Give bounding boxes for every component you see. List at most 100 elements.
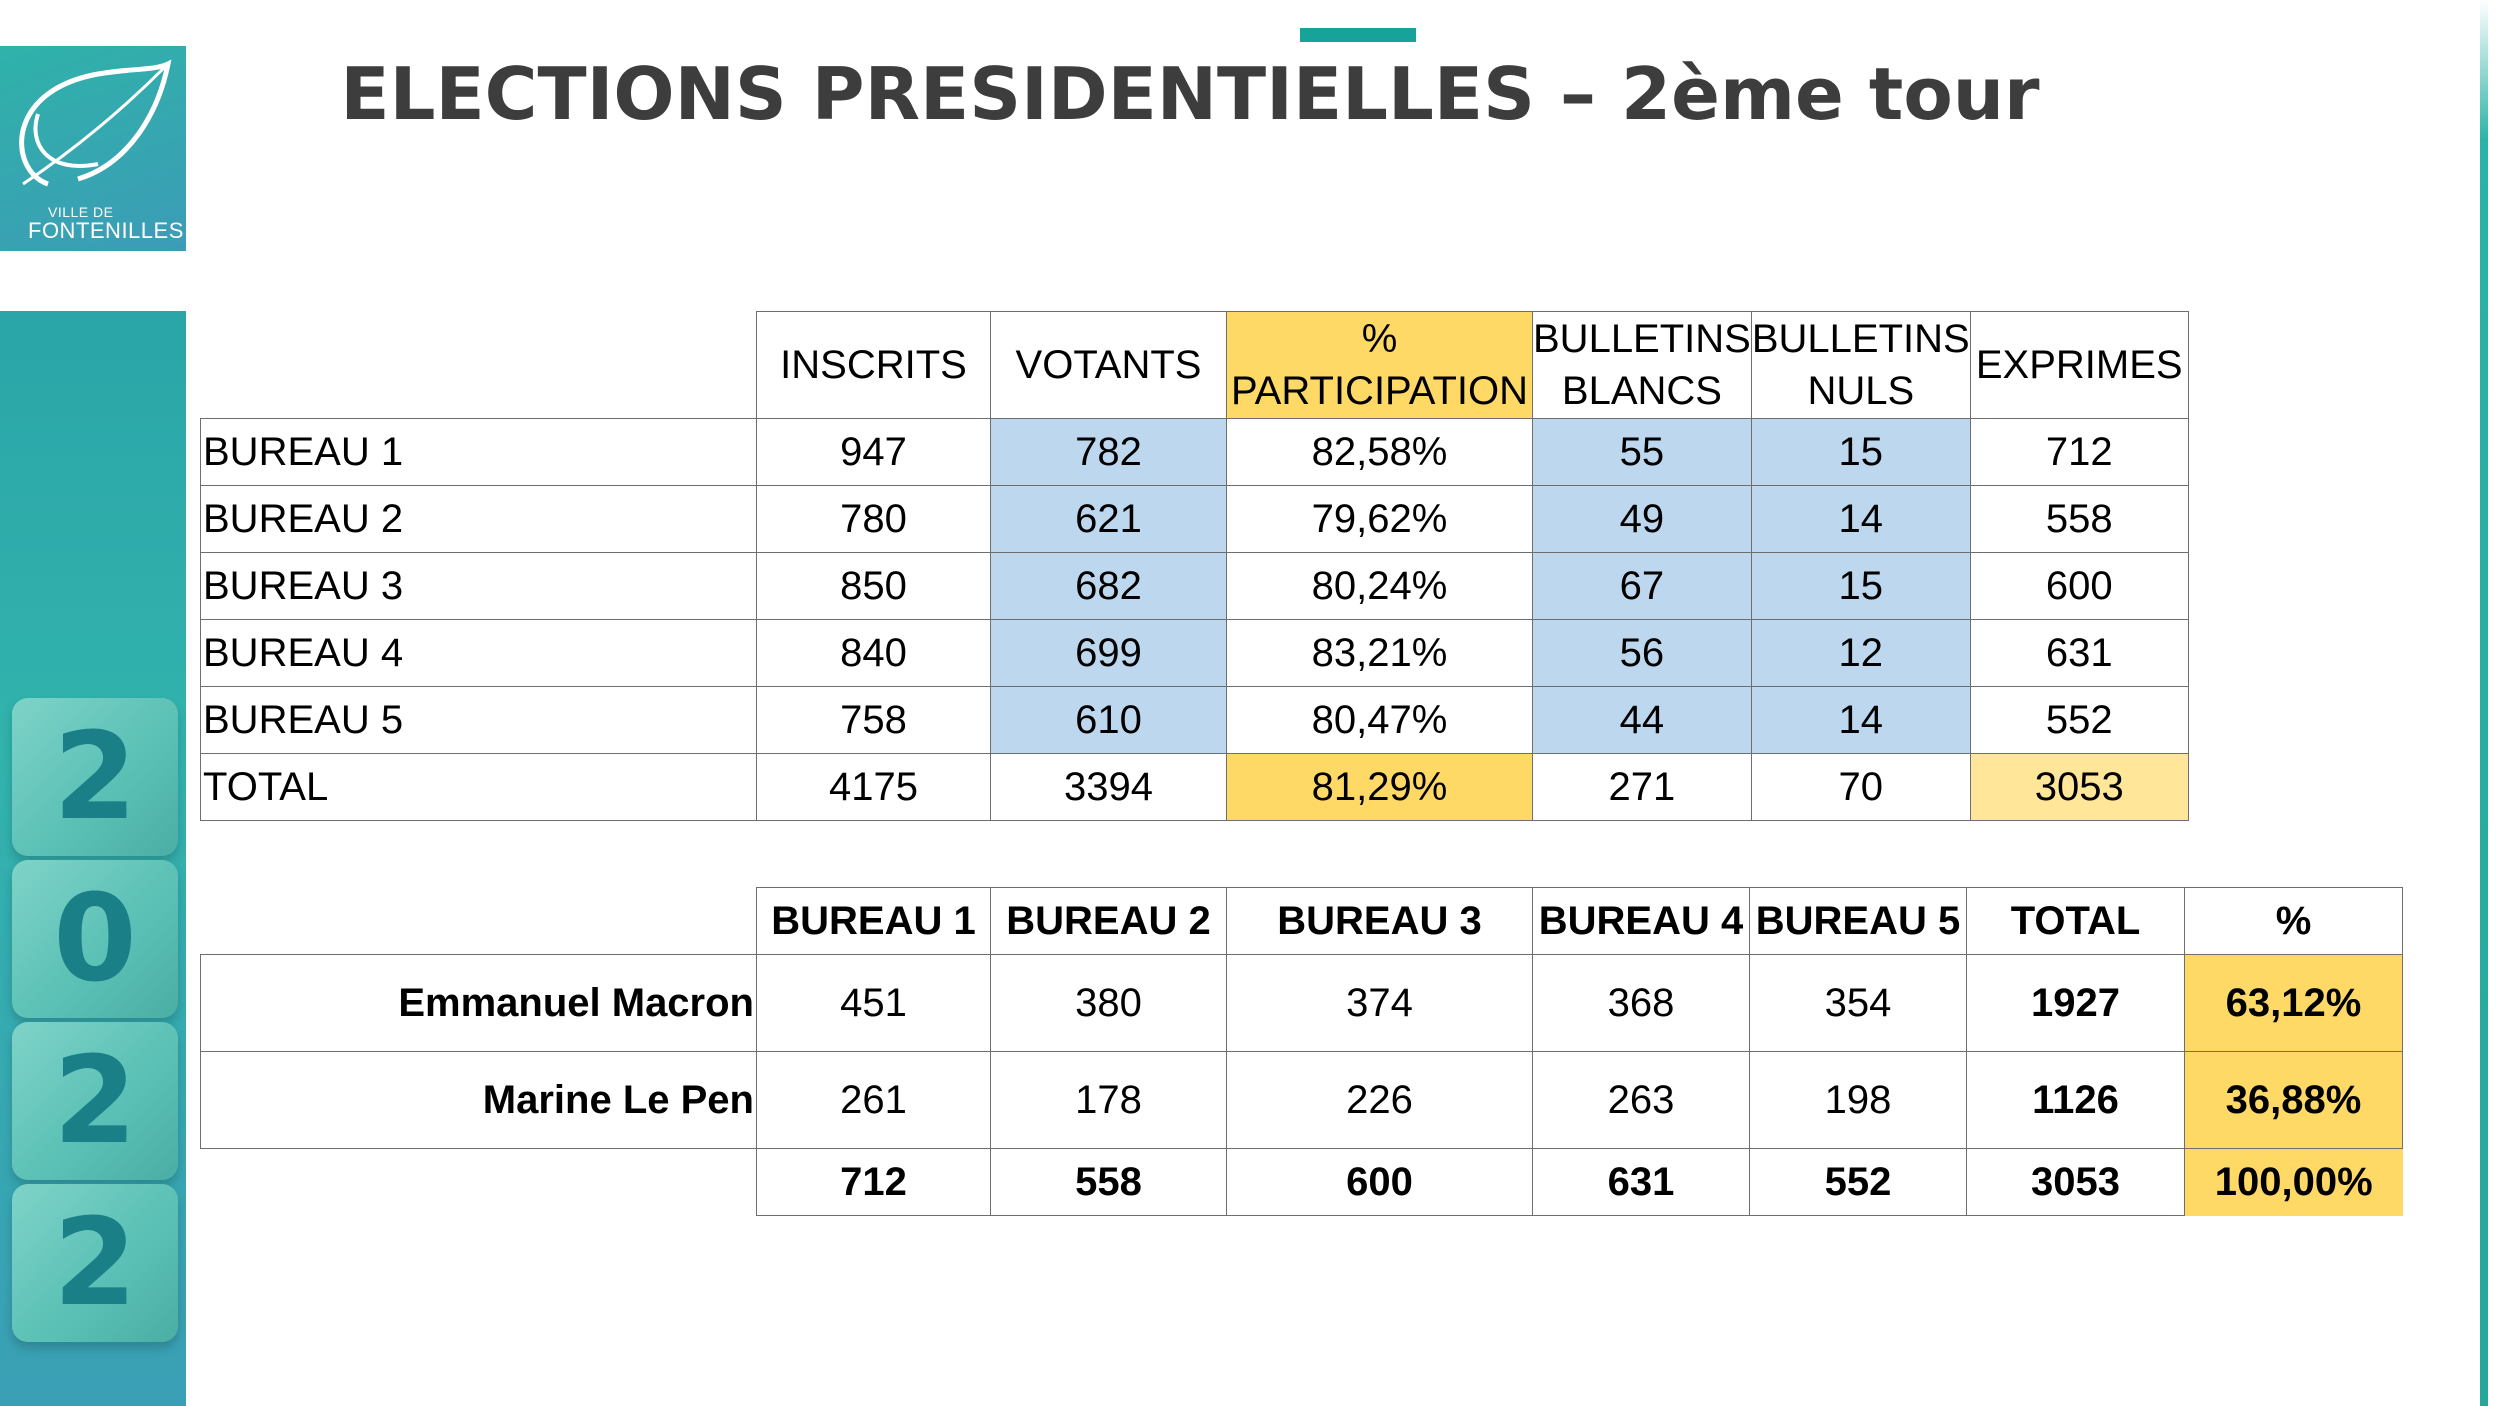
vote-cell: 451 <box>756 954 991 1052</box>
results-table: BUREAU 1 BUREAU 2 BUREAU 3 BUREAU 4 BURE… <box>200 887 2403 1216</box>
header-nuls-line2: NULS <box>1807 369 1915 413</box>
participation-cell: 80,24% <box>1226 552 1533 620</box>
header-inscrits: INSCRITS <box>756 311 991 419</box>
header-participation-line1: % <box>1361 317 1398 361</box>
footer-total-cell: 552 <box>1749 1148 1967 1216</box>
candidate-row: Marine Le Pen 261 178 226 263 198 1126 3… <box>200 1051 2403 1149</box>
title-accent-bar <box>1300 28 1416 42</box>
blancs-cell: 271 <box>1532 753 1752 821</box>
table-header-row: BUREAU 1 BUREAU 2 BUREAU 3 BUREAU 4 BURE… <box>200 887 2403 955</box>
header-empty-cell <box>200 311 757 419</box>
inscrits-cell: 840 <box>756 619 991 687</box>
totals-row: 712 558 600 631 552 3053 100,00% <box>201 1148 2403 1216</box>
year-cube-1: 2 <box>12 698 178 856</box>
page-title: ELECTIONS PRESIDENTIELLES – 2ème tour <box>340 52 2040 136</box>
logo-line2: FONTENILLES <box>28 218 184 243</box>
inscrits-cell: 758 <box>756 686 991 754</box>
nuls-cell: 14 <box>1750 485 1971 553</box>
table-row: BUREAU 5 758 610 80,47% 44 14 552 <box>200 686 2189 754</box>
votants-cell: 682 <box>990 552 1227 620</box>
row-label: TOTAL <box>200 753 757 821</box>
town-logo: VILLE DE FONTENILLES <box>0 46 186 251</box>
logo-line1: VILLE DE <box>48 204 114 220</box>
year-cube-3: 2 <box>12 1022 178 1180</box>
total-cell: 1126 <box>1966 1051 2185 1149</box>
exprimes-cell: 631 <box>1969 619 2189 687</box>
table-row: BUREAU 1 947 782 82,58% 55 15 712 <box>200 418 2189 486</box>
footer-total-cell: 600 <box>1226 1148 1533 1216</box>
header-total: TOTAL <box>1966 887 2185 955</box>
footer-percent-cell: 100,00% <box>2184 1148 2403 1216</box>
vote-cell: 354 <box>1749 954 1967 1052</box>
percent-cell: 63,12% <box>2184 954 2403 1052</box>
header-nuls: BULLETINS NULS <box>1750 311 1971 419</box>
exprimes-cell: 600 <box>1969 552 2189 620</box>
exprimes-cell: 558 <box>1969 485 2189 553</box>
participation-cell: 81,29% <box>1226 753 1533 821</box>
row-label: BUREAU 3 <box>200 552 757 620</box>
vote-cell: 374 <box>1226 954 1533 1052</box>
nuls-cell: 15 <box>1750 418 1971 486</box>
candidate-row: Emmanuel Macron 451 380 374 368 354 1927… <box>200 954 2403 1052</box>
header-bureau-2: BUREAU 2 <box>990 887 1227 955</box>
percent-cell: 36,88% <box>2184 1051 2403 1149</box>
inscrits-cell: 780 <box>756 485 991 553</box>
vote-cell: 263 <box>1532 1051 1750 1149</box>
total-cell: 1927 <box>1966 954 2185 1052</box>
header-nuls-line1: BULLETINS <box>1751 317 1970 361</box>
inscrits-cell: 850 <box>756 552 991 620</box>
nuls-cell: 14 <box>1750 686 1971 754</box>
table-row: BUREAU 4 840 699 83,21% 56 12 631 <box>200 619 2189 687</box>
blancs-cell: 67 <box>1532 552 1752 620</box>
nuls-cell: 15 <box>1750 552 1971 620</box>
inscrits-cell: 947 <box>756 418 991 486</box>
blancs-cell: 49 <box>1532 485 1752 553</box>
footer-total-cell: 558 <box>990 1148 1227 1216</box>
header-bureau-5: BUREAU 5 <box>1749 887 1967 955</box>
footer-total-cell: 631 <box>1532 1148 1750 1216</box>
blancs-cell: 55 <box>1532 418 1752 486</box>
header-bureau-4: BUREAU 4 <box>1532 887 1750 955</box>
header-blancs-line1: BULLETINS <box>1533 317 1751 361</box>
blancs-cell: 44 <box>1532 686 1752 754</box>
participation-cell: 83,21% <box>1226 619 1533 687</box>
header-blancs: BULLETINS BLANCS <box>1532 311 1752 419</box>
exprimes-cell: 552 <box>1969 686 2189 754</box>
year-cube-2: 0 <box>12 860 178 1018</box>
table-row: BUREAU 2 780 621 79,62% 49 14 558 <box>200 485 2189 553</box>
vote-cell: 198 <box>1749 1051 1967 1149</box>
footer-total-cell: 3053 <box>1966 1148 2185 1216</box>
footer-total-cell: 712 <box>756 1148 991 1216</box>
exprimes-cell: 712 <box>1969 418 2189 486</box>
right-accent-stripe <box>2480 0 2488 1406</box>
header-bureau-3: BUREAU 3 <box>1226 887 1533 955</box>
year-cube-4: 2 <box>12 1184 178 1342</box>
vote-cell: 261 <box>756 1051 991 1149</box>
vote-cell: 178 <box>990 1051 1227 1149</box>
header-participation: % PARTICIPATION <box>1226 311 1533 419</box>
vote-cell: 368 <box>1532 954 1750 1052</box>
vote-cell: 226 <box>1226 1051 1533 1149</box>
row-label: BUREAU 5 <box>200 686 757 754</box>
participation-cell: 80,47% <box>1226 686 1533 754</box>
participation-cell: 79,62% <box>1226 485 1533 553</box>
votants-cell: 621 <box>990 485 1227 553</box>
votants-cell: 782 <box>990 418 1227 486</box>
candidate-name: Marine Le Pen <box>200 1051 757 1149</box>
header-votants: VOTANTS <box>990 311 1227 419</box>
blancs-cell: 56 <box>1532 619 1752 687</box>
table-row: BUREAU 3 850 682 80,24% 67 15 600 <box>200 552 2189 620</box>
row-label: BUREAU 1 <box>200 418 757 486</box>
nuls-cell: 12 <box>1750 619 1971 687</box>
inscrits-cell: 4175 <box>756 753 991 821</box>
leaf-logo-icon <box>19 59 172 187</box>
table-header-row: INSCRITS VOTANTS % PARTICIPATION BULLETIN… <box>200 311 2189 419</box>
candidate-name: Emmanuel Macron <box>200 954 757 1052</box>
vote-cell: 380 <box>990 954 1227 1052</box>
header-empty-cell <box>200 887 757 955</box>
votants-cell: 699 <box>990 619 1227 687</box>
row-label: BUREAU 2 <box>200 485 757 553</box>
header-bureau-1: BUREAU 1 <box>756 887 991 955</box>
header-participation-line2: PARTICIPATION <box>1230 369 1529 413</box>
participation-table: INSCRITS VOTANTS % PARTICIPATION BULLETIN… <box>200 311 2189 821</box>
